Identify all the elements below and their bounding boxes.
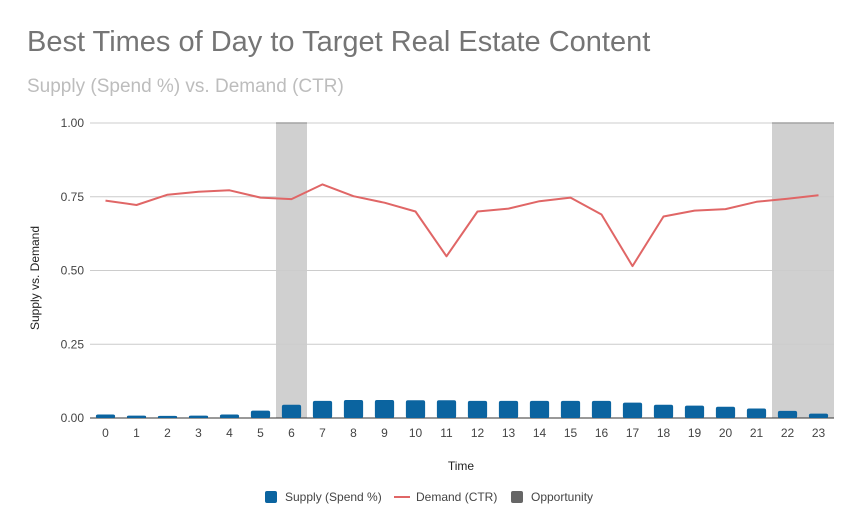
legend-label: Demand (CTR) — [416, 490, 497, 504]
supply-bar — [498, 400, 519, 418]
chart-subtitle: Supply (Spend %) vs. Demand (CTR) — [27, 76, 344, 97]
x-tick-label: 21 — [750, 426, 764, 440]
supply-bar — [157, 415, 178, 418]
supply-bar — [808, 413, 829, 418]
x-tick-label: 14 — [533, 426, 547, 440]
demand-line — [105, 183, 819, 268]
supply-bar — [560, 400, 581, 418]
x-tick-label: 3 — [195, 426, 202, 440]
x-tick-label: 4 — [226, 426, 233, 440]
y-axis-ticks: 0.00 0.25 0.50 0.75 1.00 — [61, 116, 85, 425]
supply-bar — [684, 405, 705, 418]
x-tick-label: 22 — [781, 426, 795, 440]
x-tick-label: 18 — [657, 426, 671, 440]
x-axis-title: Time — [448, 459, 475, 473]
x-tick-label: 15 — [564, 426, 578, 440]
demand-line-group — [105, 183, 819, 268]
legend-swatch — [511, 491, 523, 503]
x-tick-label: 5 — [257, 426, 264, 440]
supply-bar — [591, 400, 612, 418]
supply-bar — [374, 400, 395, 418]
supply-bar — [312, 400, 333, 418]
y-tick-label: 0.25 — [61, 337, 85, 351]
x-tick-label: 23 — [812, 426, 826, 440]
supply-bar — [746, 408, 767, 418]
y-tick-label: 0.00 — [61, 411, 85, 425]
supply-bar — [467, 400, 488, 418]
x-tick-label: 6 — [288, 426, 295, 440]
x-tick-label: 16 — [595, 426, 609, 440]
x-tick-label: 1 — [133, 426, 140, 440]
x-axis-ticks: 0 1 2 3 4 5 6 7 8 9 10 11 12 13 14 15 16 17 18 19 20 21 22 23 — [102, 426, 825, 440]
x-tick-label: 9 — [381, 426, 388, 440]
x-tick-label: 13 — [502, 426, 516, 440]
y-tick-label: 0.75 — [61, 190, 85, 204]
x-tick-label: 19 — [688, 426, 702, 440]
supply-bar — [529, 400, 550, 418]
legend-swatch — [265, 491, 277, 503]
supply-bar — [219, 414, 240, 418]
x-tick-label: 0 — [102, 426, 109, 440]
supply-bar — [653, 404, 674, 418]
supply-bar — [343, 400, 364, 418]
legend-label: Supply (Spend %) — [285, 490, 382, 504]
supply-bar — [405, 400, 426, 418]
supply-bar — [715, 406, 736, 418]
supply-bar — [777, 410, 798, 418]
supply-bar — [95, 414, 116, 418]
supply-bar — [436, 400, 457, 418]
x-tick-label: 2 — [164, 426, 171, 440]
supply-bar — [188, 415, 209, 418]
x-tick-label: 12 — [471, 426, 485, 440]
supply-bar — [126, 415, 147, 418]
x-tick-label: 8 — [350, 426, 357, 440]
supply-bars — [95, 400, 829, 418]
x-tick-label: 10 — [409, 426, 423, 440]
legend-label: Opportunity — [531, 490, 593, 504]
x-tick-label: 11 — [440, 426, 453, 440]
supply-bar — [622, 402, 643, 418]
supply-bar — [250, 410, 271, 418]
y-tick-label: 1.00 — [61, 116, 85, 130]
y-tick-label: 0.50 — [61, 264, 85, 278]
gridlines — [90, 122, 834, 419]
x-tick-label: 7 — [319, 426, 326, 440]
y-axis-title: Supply vs. Demand — [28, 226, 42, 330]
chart-title: Best Times of Day to Target Real Estate … — [27, 26, 651, 58]
x-tick-label: 20 — [719, 426, 733, 440]
x-tick-label: 17 — [626, 426, 640, 440]
supply-bar — [281, 404, 302, 418]
legend: Supply (Spend %) Demand (CTR) Opportunity — [265, 490, 593, 504]
